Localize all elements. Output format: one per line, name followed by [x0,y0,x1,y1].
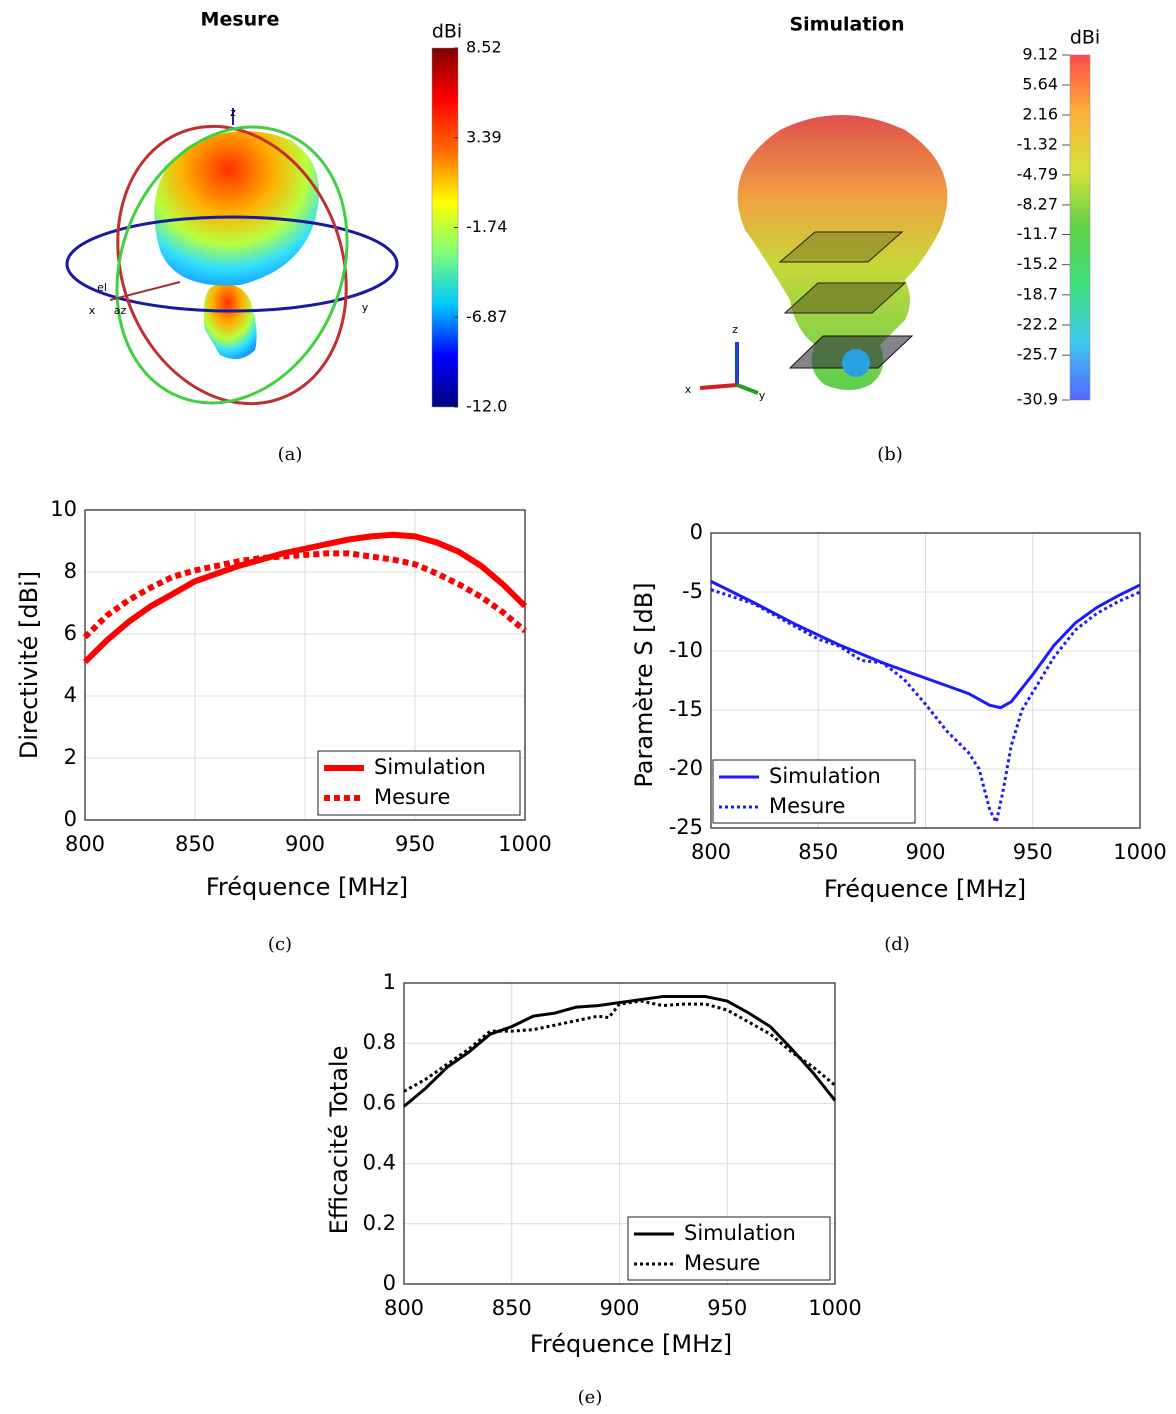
y-tick-label: 0.4 [363,1151,396,1175]
colorbar-tick-label: -25.7 [1017,345,1058,364]
legend-box [712,759,916,824]
colorbar-tick-label: -30.9 [1017,390,1058,409]
y-tick-label: 6 [64,621,77,645]
axis-letter: x [89,304,96,317]
x-tick-label: 800 [65,832,105,856]
caption: (b) [877,444,903,465]
y-tick-label: 0.8 [363,1030,396,1054]
axis-letter: z [732,323,738,336]
y-axis-label: Directivité [dBi] [15,571,43,759]
y-tick-label: 8 [64,559,77,583]
legend-label: Simulation [374,755,486,779]
plot-frame [84,509,526,821]
axis-letter: x [685,383,692,396]
colorbar-tick-label: -1.74 [466,217,507,236]
colorbar-tick-label: -11.7 [1017,224,1058,243]
y-tick-label: 10 [50,497,77,521]
colorbar-tick-label: -12.0 [466,397,507,416]
y-axis-label: Efficacité Totale [325,1046,353,1235]
x-axis-label: Fréquence [MHz] [206,873,408,901]
y-tick-label: -5 [682,579,703,603]
y-axis-label: Paramètre S [dB] [630,582,658,787]
x-tick-label: 950 [1013,840,1053,864]
caption: (d) [884,934,910,955]
y-tick-label: -15 [669,697,703,721]
colorbar [1069,54,1091,401]
legend-label: Simulation [769,764,881,788]
y-tick-label: 4 [64,683,77,707]
colorbar-tick-label: -1.32 [1017,135,1058,154]
colorbar-tick-label: 5.64 [1022,75,1058,94]
y-tick-label: 0 [383,1271,396,1295]
colorbar-tick-label: -15.2 [1017,254,1058,273]
pattern-3d-measured [65,108,399,406]
legend-label: Mesure [374,785,450,809]
y-tick-label: 0 [64,807,77,831]
x-tick-label: 800 [691,840,731,864]
x-tick-label: 800 [384,1296,424,1320]
colorbar-tick-label: 8.52 [466,38,502,57]
colorbar-tick-label: 3.39 [466,127,502,146]
series-line [710,580,1141,710]
legend-label: Mesure [684,1251,760,1275]
x-tick-label: 900 [285,832,325,856]
colorbar-label: dBi [1070,27,1100,49]
colorbar-tick-label: -4.79 [1017,164,1058,183]
x-tick-label: 850 [798,840,838,864]
axis-letter: el [97,281,107,294]
x-tick-label: 1000 [808,1296,861,1320]
colorbar-tick-label: 9.12 [1022,45,1058,64]
axis-letter: y [759,389,766,402]
colorbar-tick-label: -18.7 [1017,284,1058,303]
y-tick-label: 0.2 [363,1211,396,1235]
colorbar-tick-label: -8.27 [1017,194,1058,213]
x-axis-label: Fréquence [MHz] [824,875,1026,903]
colorbar-tick-label: -22.2 [1017,315,1058,334]
plot-frame [403,982,836,1285]
plot-frame [710,532,1141,829]
series-line [403,999,836,1093]
colorbar-tick-label: 2.16 [1022,105,1058,124]
legend-box [317,750,521,816]
x-tick-label: 900 [599,1296,639,1320]
y-tick-label: 0 [690,520,703,544]
y-tick-label: -20 [669,756,703,780]
caption: (a) [278,444,303,465]
axis-letter: az [114,304,127,317]
x-tick-label: 900 [905,840,945,864]
chart-title: Mesure [201,9,280,31]
chart-title: Simulation [789,14,904,36]
x-tick-label: 950 [395,832,435,856]
colorbar-tick-label: -6.87 [466,307,507,326]
colorbar-label: dBi [432,21,462,43]
y-tick-label: 0.6 [363,1090,396,1114]
axis-letter: y [362,301,369,314]
x-tick-label: 950 [707,1296,747,1320]
series-line [710,588,1141,824]
x-tick-label: 1000 [498,832,551,856]
x-tick-label: 850 [492,1296,532,1320]
pattern-3d-simulated [699,115,948,395]
y-tick-label: -25 [669,815,703,839]
x-axis-label: Fréquence [MHz] [530,1330,732,1358]
y-tick-label: 2 [64,745,77,769]
series-line [82,531,528,665]
x-tick-label: 850 [175,832,215,856]
caption: (c) [268,934,292,955]
x-tick-label: 1000 [1113,840,1166,864]
series-line [82,550,527,640]
y-tick-label: -10 [669,638,703,662]
legend-label: Mesure [769,794,845,818]
caption: (e) [578,1387,603,1408]
legend-label: Simulation [684,1221,796,1245]
y-tick-label: 1 [383,970,396,994]
legend-box [627,1216,831,1281]
axis-letter: z [230,106,236,119]
